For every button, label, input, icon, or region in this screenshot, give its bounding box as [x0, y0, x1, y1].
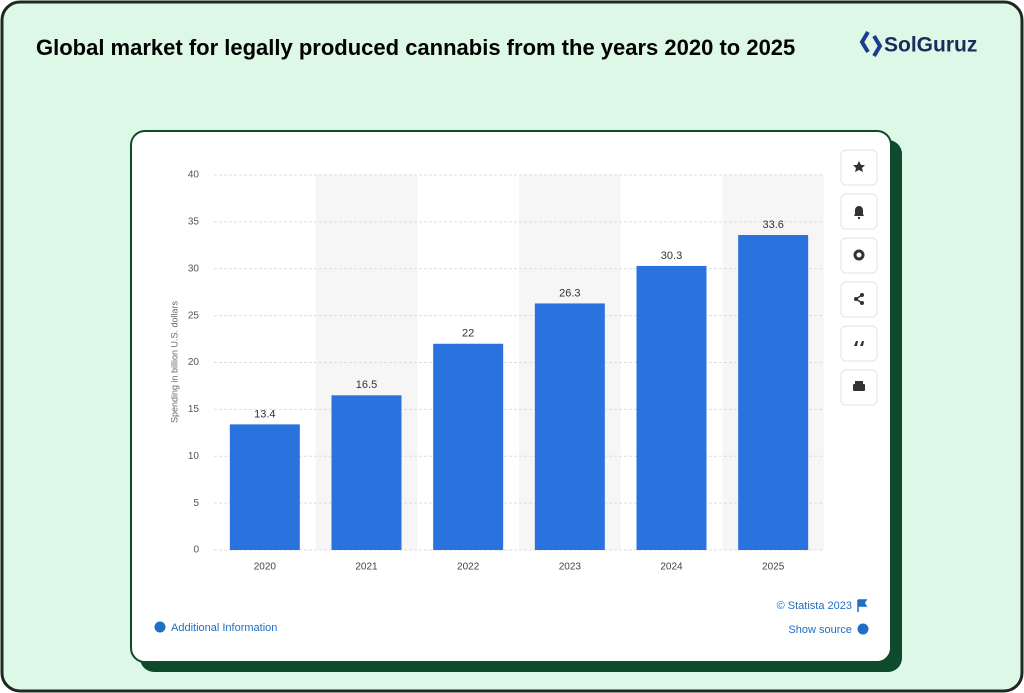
y-tick-label: 0 — [193, 545, 199, 556]
info-icon — [154, 621, 166, 633]
bar — [229, 424, 300, 550]
y-axis-label: Spending in billion U.S. dollars — [169, 300, 179, 423]
additional-info[interactable]: Additional Information — [171, 622, 277, 634]
value-label: 30.3 — [661, 250, 682, 262]
settings-button[interactable] — [840, 237, 878, 274]
logo-mark — [859, 30, 883, 58]
value-label: 16.5 — [356, 379, 377, 391]
bar — [433, 343, 504, 550]
title: Global market for legally produced canna… — [36, 35, 796, 60]
x-tick-label: 2022 — [457, 562, 480, 573]
x-tick-label: 2025 — [762, 562, 785, 573]
y-tick-label: 30 — [188, 263, 200, 274]
bar — [534, 303, 605, 550]
show-source[interactable]: Show source — [788, 624, 852, 636]
value-label: 33.6 — [762, 219, 783, 231]
y-tick-label: 15 — [188, 404, 200, 415]
x-tick-label: 2021 — [355, 562, 378, 573]
value-label: 13.4 — [254, 408, 275, 420]
y-tick-label: 20 — [188, 357, 200, 368]
x-tick-label: 2023 — [559, 562, 582, 573]
y-tick-label: 35 — [188, 217, 200, 228]
share-button[interactable] — [840, 281, 878, 318]
toolbar — [840, 149, 878, 406]
y-tick-label: 25 — [188, 310, 200, 321]
bar — [636, 265, 707, 550]
logo-text: SolGuruz — [884, 34, 977, 57]
y-tick-label: 40 — [188, 170, 200, 181]
y-tick-label: 10 — [188, 451, 200, 462]
x-tick-label: 2020 — [254, 562, 277, 573]
source: © Statista 2023 — [777, 600, 852, 612]
flag-icon — [857, 599, 868, 612]
bar — [331, 395, 402, 550]
value-label: 26.3 — [559, 287, 580, 299]
info-icon — [857, 623, 869, 635]
value-label: 22 — [462, 328, 474, 340]
cite-button[interactable] — [840, 325, 878, 362]
bar — [738, 235, 809, 550]
y-tick-label: 5 — [193, 498, 199, 509]
x-tick-label: 2024 — [660, 562, 683, 573]
